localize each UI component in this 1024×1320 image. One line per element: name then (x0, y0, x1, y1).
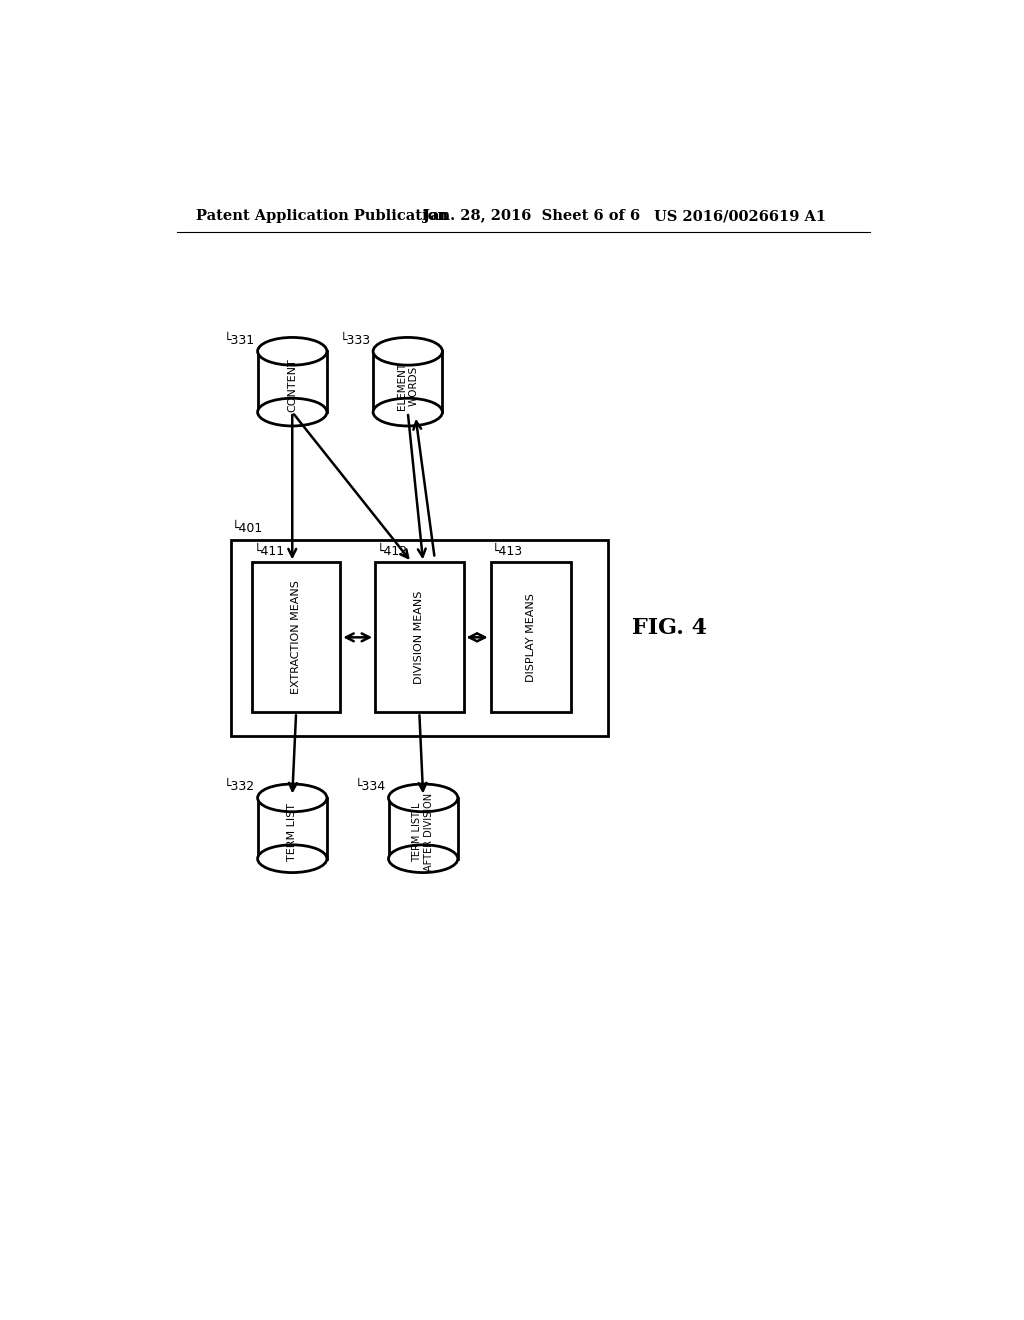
Text: Jan. 28, 2016  Sheet 6 of 6: Jan. 28, 2016 Sheet 6 of 6 (423, 209, 640, 223)
Ellipse shape (258, 338, 327, 366)
Text: DISPLAY MEANS: DISPLAY MEANS (526, 593, 536, 681)
Text: ELEMENT
WORDS: ELEMENT WORDS (397, 362, 419, 409)
Text: └412: └412 (377, 545, 408, 557)
Text: └413: └413 (493, 545, 523, 557)
Bar (373, 351, 442, 412)
Ellipse shape (258, 784, 327, 812)
Text: └331: └331 (224, 334, 255, 347)
Text: └411: └411 (253, 545, 285, 557)
Bar (388, 797, 458, 859)
Text: DIVISION MEANS: DIVISION MEANS (415, 590, 424, 684)
Ellipse shape (258, 399, 327, 426)
Text: EXTRACTION MEANS: EXTRACTION MEANS (291, 581, 301, 694)
Ellipse shape (258, 845, 327, 873)
Text: └332: └332 (224, 780, 255, 793)
Bar (375, 562, 464, 713)
Bar (490, 562, 571, 713)
Text: TERM LIST L
AFTER DIVISION: TERM LIST L AFTER DIVISION (413, 793, 434, 871)
Text: FIG. 4: FIG. 4 (632, 618, 707, 639)
Bar (230, 540, 608, 737)
Text: TERM LIST: TERM LIST (288, 803, 297, 861)
Bar (258, 351, 327, 412)
Text: └333: └333 (340, 334, 371, 347)
Text: Patent Application Publication: Patent Application Publication (196, 209, 449, 223)
Text: └401: └401 (232, 521, 263, 535)
Bar (252, 562, 340, 713)
Text: CONTENT: CONTENT (288, 359, 297, 412)
Text: US 2016/0026619 A1: US 2016/0026619 A1 (654, 209, 826, 223)
Ellipse shape (373, 399, 442, 426)
Text: └334: └334 (355, 780, 386, 793)
Bar (258, 797, 327, 859)
Ellipse shape (388, 784, 458, 812)
Ellipse shape (388, 845, 458, 873)
Ellipse shape (373, 338, 442, 366)
